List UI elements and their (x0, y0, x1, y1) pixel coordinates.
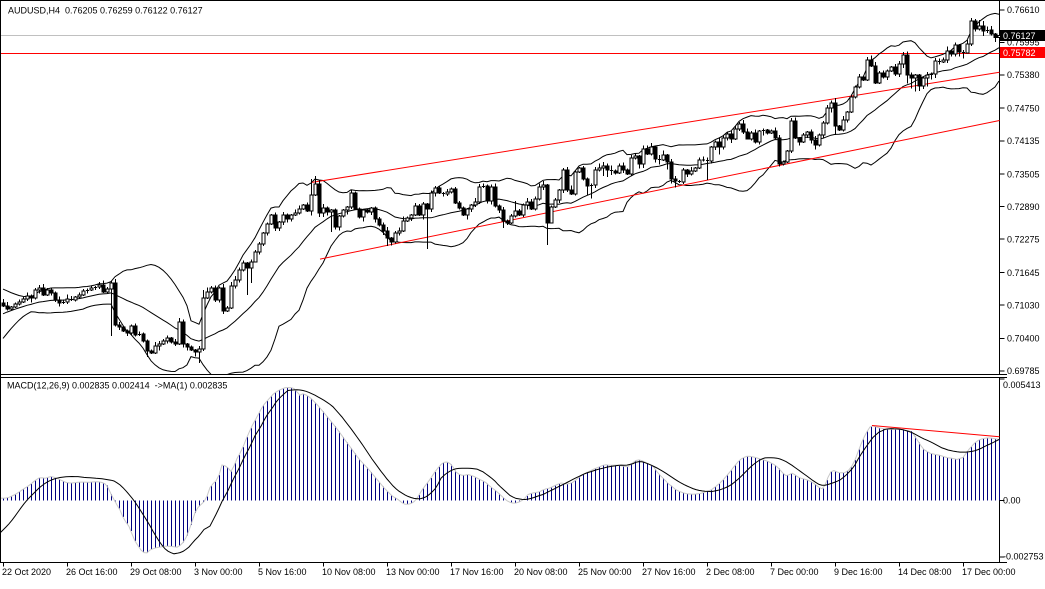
svg-text:0.73505: 0.73505 (1007, 169, 1040, 179)
svg-text:25 Nov 00:00: 25 Nov 00:00 (578, 567, 632, 577)
svg-text:22 Oct 2020: 22 Oct 2020 (2, 567, 51, 577)
svg-text:0.005413: 0.005413 (1003, 380, 1041, 390)
svg-text:0.75380: 0.75380 (1007, 70, 1040, 80)
svg-text:26 Oct 16:00: 26 Oct 16:00 (66, 567, 118, 577)
svg-text:17 Dec 00:00: 17 Dec 00:00 (962, 567, 1016, 577)
svg-text:0.71030: 0.71030 (1007, 300, 1040, 310)
svg-text:3 Nov 00:00: 3 Nov 00:00 (194, 567, 243, 577)
svg-text:0.00: 0.00 (1003, 496, 1021, 506)
svg-text:0.74750: 0.74750 (1007, 104, 1040, 114)
svg-text:0.72890: 0.72890 (1007, 202, 1040, 212)
svg-text:0.75995: 0.75995 (1007, 38, 1040, 48)
svg-text:9 Dec 16:00: 9 Dec 16:00 (834, 567, 883, 577)
svg-text:0.75782: 0.75782 (1003, 48, 1036, 58)
svg-text:27 Nov 16:00: 27 Nov 16:00 (642, 567, 696, 577)
svg-text:29 Oct 08:00: 29 Oct 08:00 (130, 567, 182, 577)
svg-text:0.76610: 0.76610 (1007, 5, 1040, 15)
svg-text:0.70400: 0.70400 (1007, 334, 1040, 344)
svg-text:0.76127: 0.76127 (1003, 31, 1036, 41)
svg-text:5 Nov 16:00: 5 Nov 16:00 (258, 567, 307, 577)
svg-text:-0.002753: -0.002753 (1003, 552, 1044, 562)
svg-text:17 Nov 16:00: 17 Nov 16:00 (450, 567, 504, 577)
svg-text:14 Dec 08:00: 14 Dec 08:00 (898, 567, 952, 577)
svg-text:MACD(12,26,9) 0.002835 0.00241: MACD(12,26,9) 0.002835 0.002414 ->MA(1) … (7, 381, 227, 391)
svg-text:13 Nov 00:00: 13 Nov 00:00 (386, 567, 440, 577)
svg-text:0.71645: 0.71645 (1007, 268, 1040, 278)
svg-text:2 Dec 08:00: 2 Dec 08:00 (706, 567, 755, 577)
svg-text:10 Nov 08:00: 10 Nov 08:00 (322, 567, 376, 577)
svg-text:20 Nov 08:00: 20 Nov 08:00 (514, 567, 568, 577)
svg-text:0.72275: 0.72275 (1007, 235, 1040, 245)
svg-text:AUDUSD,H4 0.76205 0.76259 0.7: AUDUSD,H4 0.76205 0.76259 0.76122 0.7612… (8, 6, 203, 16)
svg-text:7 Dec 00:00: 7 Dec 00:00 (770, 567, 819, 577)
svg-text:0.69785: 0.69785 (1007, 366, 1040, 376)
svg-text:0.74135: 0.74135 (1007, 136, 1040, 146)
